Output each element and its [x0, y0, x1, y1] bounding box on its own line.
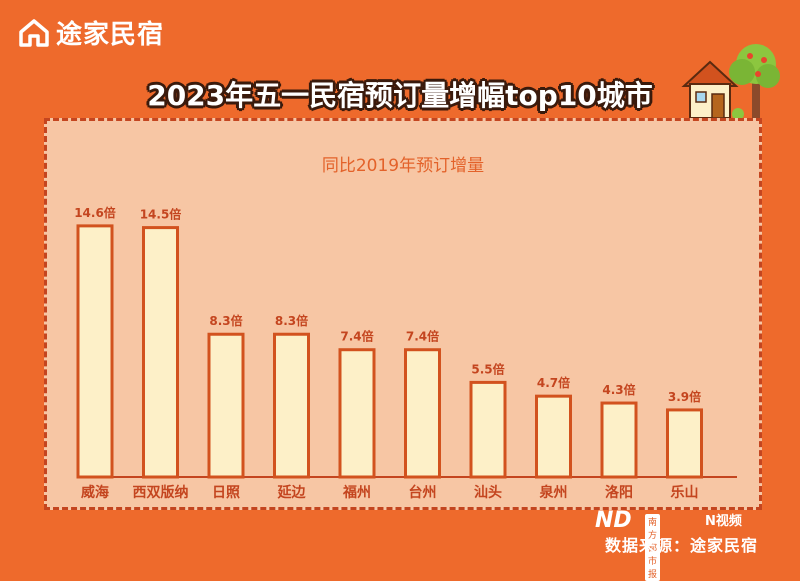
- category-label: 西双版纳: [133, 484, 189, 501]
- bar-延边: [273, 332, 310, 479]
- value-label: 5.5倍: [471, 361, 504, 376]
- category-label: 洛阳: [605, 484, 633, 501]
- house-tree-illustration: [681, 44, 780, 120]
- category-label: 泉州: [540, 484, 568, 501]
- value-label: 8.3倍: [275, 313, 308, 328]
- brand-logo: 途家民宿: [18, 14, 164, 51]
- category-label: 威海: [81, 484, 109, 501]
- bar-福州: [338, 348, 376, 479]
- nd-logo: ND: [595, 508, 632, 533]
- value-label: 7.4倍: [340, 329, 373, 344]
- bar-威海: [76, 224, 114, 479]
- home-logo-icon: [19, 18, 49, 47]
- chart-panel: 同比2019年预订增量 14.6倍威海 14.5倍西双版纳 8.3倍日照 8.3倍延边…: [44, 118, 762, 510]
- bar-泉州: [535, 394, 572, 479]
- category-label: 台州: [409, 484, 437, 501]
- category-label: 日照: [212, 485, 240, 501]
- value-label: 3.9倍: [668, 389, 701, 404]
- category-label: 延边: [277, 484, 307, 501]
- value-label: 8.3倍: [209, 313, 242, 328]
- n-video-label: N视频: [705, 514, 742, 529]
- value-label: 7.4倍: [406, 329, 439, 344]
- chart-title: 同比2019年预订增量: [321, 156, 485, 176]
- bar-日照: [207, 332, 245, 479]
- bar-台州: [404, 348, 441, 479]
- value-label: 14.6倍: [74, 205, 116, 220]
- value-label: 14.5倍: [140, 207, 182, 222]
- bar-洛阳: [600, 401, 638, 479]
- brand-name: 途家民宿: [56, 20, 165, 50]
- page-title: 2023年五一民宿预订量增幅top10城市: [147, 79, 653, 112]
- value-label: 4.3倍: [602, 382, 635, 397]
- value-label: 4.7倍: [537, 375, 570, 390]
- category-label: 乐山: [671, 484, 699, 501]
- category-label: 福州: [342, 484, 371, 501]
- data-source: 数据来源：途家民宿: [605, 536, 759, 555]
- bar-西双版纳: [142, 226, 179, 479]
- bar-乐山: [666, 408, 703, 479]
- bar-汕头: [469, 380, 507, 479]
- category-label: 汕头: [474, 484, 502, 501]
